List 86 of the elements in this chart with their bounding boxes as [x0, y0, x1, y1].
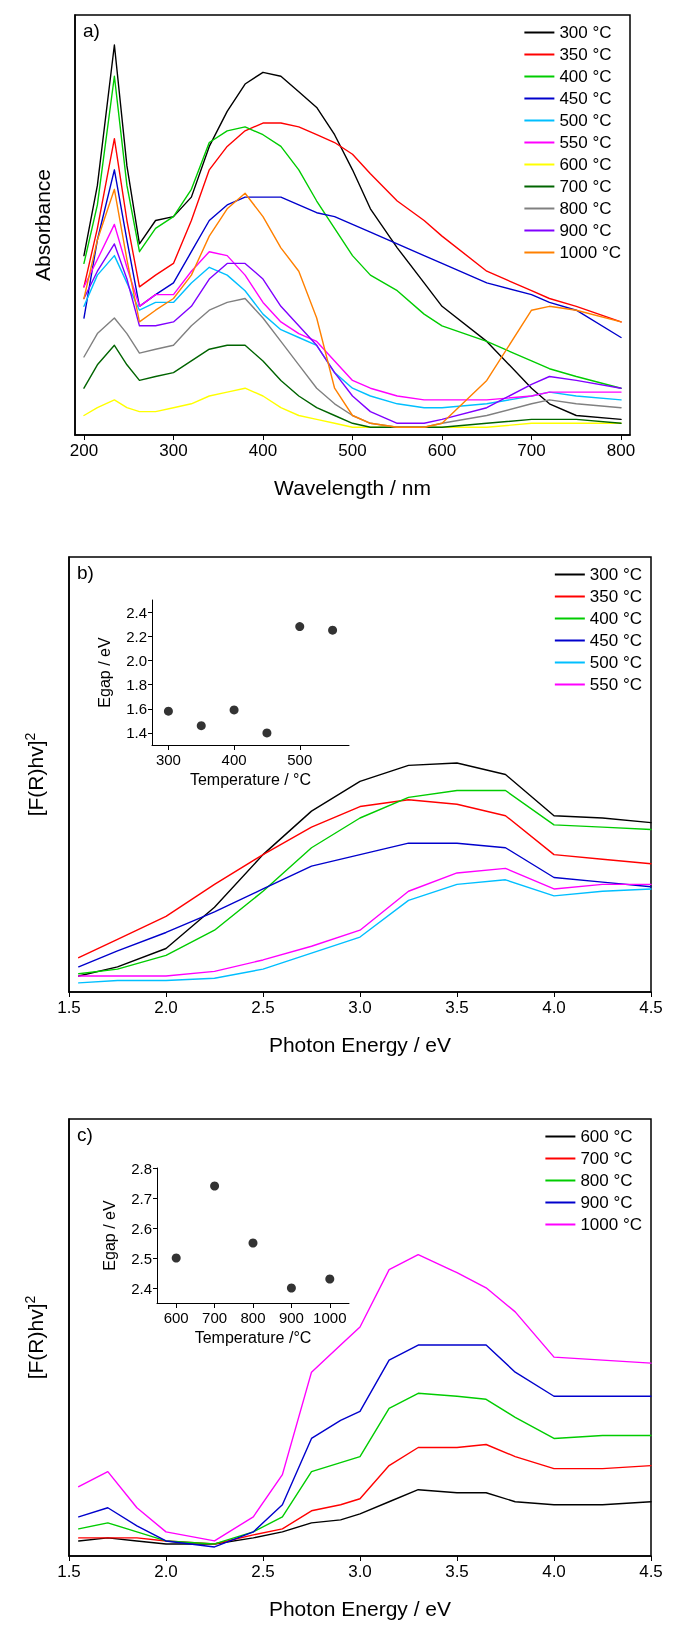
point: [325, 1274, 335, 1284]
legend-label: 500 °C: [589, 653, 643, 672]
x-tick-label: 800: [240, 1309, 266, 1326]
legend-label: 300 °C: [589, 565, 643, 584]
x-axis-title: Photon Energy / eV: [268, 1597, 452, 1620]
x-tick-label: 900: [278, 1309, 304, 1326]
x-tick-label: 500: [338, 441, 367, 460]
point: [248, 1238, 258, 1248]
x-tick-label: 800: [606, 441, 636, 460]
legend-label: 350 °C: [589, 587, 643, 606]
x-tick-label: 400: [221, 751, 247, 768]
text: a): [83, 20, 100, 41]
y-axis-title: Egap / eV: [100, 1200, 118, 1271]
y-tick-label: 2.4: [131, 1279, 152, 1297]
text: c): [77, 1124, 93, 1145]
point: [295, 622, 305, 632]
y-tick-label: 1.4: [126, 724, 147, 742]
legend-label: 700 °C: [580, 1149, 633, 1168]
legend-label: 1000 °C: [559, 243, 622, 262]
y-tick-label: 1.8: [126, 676, 147, 694]
y-tick-label: 2.8: [131, 1159, 152, 1177]
x-tick-label: 1.5: [57, 1562, 81, 1581]
x-tick-label: 2.0: [154, 1562, 178, 1581]
legend-label: 700 °C: [559, 177, 612, 196]
x-axis-title: Temperature / °C: [189, 771, 312, 789]
legend-label: 450 °C: [589, 631, 643, 650]
legend-label: 400 °C: [589, 609, 643, 628]
x-axis-title: Temperature /°C: [194, 1329, 312, 1347]
legend-label: 600 °C: [559, 155, 612, 174]
legend-label: 550 °C: [559, 133, 612, 152]
x-tick-label: 4.5: [639, 998, 663, 1017]
x-tick-label: 500: [287, 751, 313, 768]
legend-label: 600 °C: [580, 1127, 633, 1146]
x-tick-label: 4.0: [542, 998, 566, 1017]
x-axis-title: Photon Energy / eV: [268, 1033, 452, 1056]
y-axis-title: Absorbance: [31, 168, 54, 282]
legend-label: 450 °C: [559, 89, 612, 108]
x-tick-label: 400: [248, 441, 278, 460]
point: [328, 625, 338, 635]
legend-label: 800 °C: [559, 199, 612, 218]
y-tick-label: 1.6: [126, 700, 147, 718]
y-tick-label: 2.2: [126, 627, 147, 645]
y-tick-label: 2.7: [131, 1189, 152, 1207]
legend-label: 1000 °C: [580, 1215, 643, 1234]
x-tick-label: 3.0: [348, 998, 372, 1017]
text: b): [77, 562, 94, 583]
legend-label: 350 °C: [559, 45, 612, 64]
y-axis-title: [F(R)hv]2: [22, 1295, 47, 1380]
x-tick-label: 3.5: [445, 998, 469, 1017]
y-axis-title: [F(R)hv]2: [22, 732, 47, 817]
legend-label: 300 °C: [559, 23, 612, 42]
x-axis-title: Wavelength / nm: [274, 476, 431, 499]
y-tick-label: 2.0: [126, 651, 147, 669]
x-tick-label: 2.5: [251, 1562, 275, 1581]
x-tick-label: 600: [163, 1309, 189, 1326]
legend-label: 400 °C: [559, 67, 612, 86]
x-tick-label: 1000: [313, 1309, 347, 1326]
y-tick-label: 2.4: [126, 603, 147, 621]
x-tick-label: 2.0: [154, 998, 178, 1017]
point: [229, 705, 239, 715]
x-tick-label: 300: [155, 751, 181, 768]
x-tick-label: 4.0: [542, 1562, 566, 1581]
x-tick-label: 300: [159, 441, 188, 460]
x-tick-label: 3.0: [348, 1562, 372, 1581]
legend-label: 900 °C: [559, 221, 612, 240]
legend-label: 500 °C: [559, 111, 612, 130]
y-axis-title: Egap / eV: [95, 637, 113, 708]
x-tick-label: 700: [202, 1309, 228, 1326]
y-tick-label: 2.5: [131, 1249, 152, 1267]
legend-label: 800 °C: [580, 1171, 633, 1190]
point: [196, 721, 206, 731]
point: [163, 706, 173, 716]
x-tick-label: 3.5: [445, 1562, 469, 1581]
x-tick-label: 600: [427, 441, 457, 460]
legend-label: 900 °C: [580, 1193, 633, 1212]
point: [262, 728, 272, 738]
point: [171, 1253, 181, 1263]
x-tick-label: 4.5: [639, 1562, 663, 1581]
x-tick-label: 700: [517, 441, 546, 460]
legend-label: 550 °C: [589, 675, 643, 694]
x-tick-label: 200: [69, 441, 99, 460]
x-tick-label: 1.5: [57, 998, 81, 1017]
point: [210, 1181, 220, 1191]
y-tick-label: 2.6: [131, 1219, 152, 1237]
point: [286, 1283, 296, 1293]
x-tick-label: 2.5: [251, 998, 275, 1017]
